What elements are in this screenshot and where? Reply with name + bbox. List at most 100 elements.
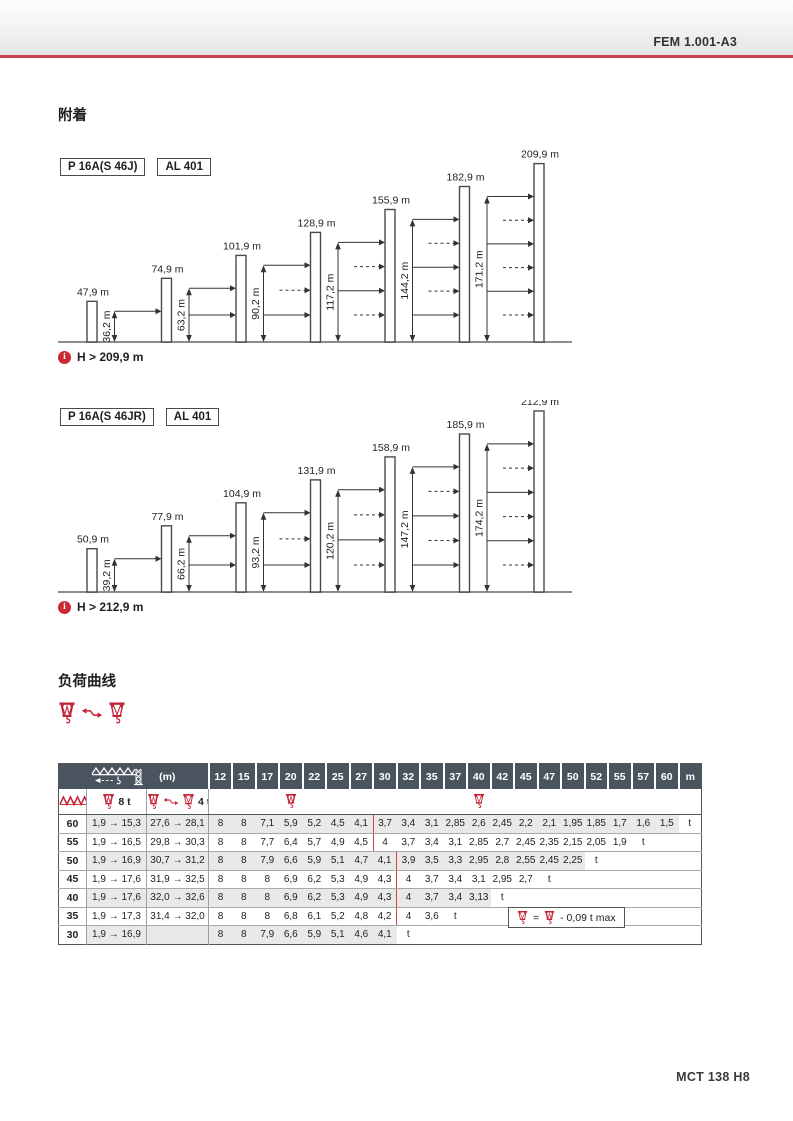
- load-value-cell: 5,9: [302, 851, 327, 871]
- load-value-cell: [678, 888, 702, 908]
- load-value-cell: 8: [232, 870, 256, 889]
- radius-col-header: 15: [232, 763, 257, 789]
- load-value-cell: [655, 870, 679, 889]
- radius-col-header: 50: [561, 763, 586, 789]
- load-value-cell: 6,4: [279, 833, 303, 852]
- radius-col-header: 47: [537, 763, 562, 789]
- load-value-cell: 5,3: [326, 870, 350, 889]
- radius-col-header: 22: [302, 763, 327, 789]
- load-value-cell: [608, 926, 632, 945]
- load-value-cell: t: [584, 851, 609, 871]
- range4-cell: 27,6 → 28,1: [146, 814, 210, 834]
- hook-2fall-icon: [109, 702, 125, 724]
- load-value-cell: 7,9: [255, 851, 280, 871]
- load-value-cell: [420, 926, 444, 945]
- svg-text:117,2 m: 117,2 m: [325, 273, 337, 310]
- hook-4fall-icon: [148, 794, 159, 809]
- load-value-cell: 3,4: [420, 833, 444, 852]
- load-value-cell: [679, 926, 702, 945]
- range4-cell: 29,8 → 30,3: [146, 833, 210, 852]
- reeving-legend: [58, 700, 126, 726]
- svg-text:212,9 m: 212,9 m: [521, 400, 559, 408]
- load-value-cell: 4: [396, 907, 421, 926]
- load-value-cell: 6,1: [302, 907, 327, 926]
- range8-cell: 1,9 → 16,5: [86, 833, 147, 852]
- load-value-cell: t: [631, 833, 656, 852]
- load-value-cell: 2,35: [537, 833, 562, 852]
- load-value-cell: 4,9: [349, 870, 374, 889]
- svg-text:185,9 m: 185,9 m: [447, 419, 485, 431]
- load-row: 45 1,9 → 17,6 31,9 → 32,5 8 8 8 6,9 6,2 5,3 4,9 4,…: [58, 870, 702, 889]
- load-value-cell: 2,95: [490, 870, 515, 889]
- hook-4fall-icon: [103, 794, 115, 809]
- load-value-cell: 7,9: [255, 925, 280, 944]
- svg-text:209,9 m: 209,9 m: [521, 150, 559, 161]
- load-value-cell: [631, 870, 656, 889]
- load-value-cell: 2,95: [467, 851, 491, 871]
- load-value-cell: [585, 926, 609, 945]
- hook-config-row: 8 t 4 t: [58, 789, 702, 815]
- load-value-cell: 8: [208, 907, 233, 926]
- document-reference: MCT 138 H8: [676, 1070, 750, 1084]
- load-value-cell: t: [537, 870, 562, 889]
- info-text: H > 209,9 m: [77, 350, 144, 364]
- load-value-cell: 8: [255, 907, 280, 926]
- load-value-cell: 4: [396, 870, 421, 889]
- load-row: 50 1,9 → 16,9 30,7 → 31,2 8 8 7,9 6,6 5,9 5,1 4,7…: [58, 851, 702, 871]
- load-table-wrap: (m) 12 15 17 20 22 25 27 30 32 35 37 40 42 45 47 50 52 55 5…: [58, 763, 703, 945]
- range8-cell: 1,9 → 16,9: [86, 851, 147, 871]
- jib-icon-cell: [58, 789, 87, 815]
- load-value-cell: 6,2: [302, 888, 327, 908]
- hook-2fall-icon: [517, 911, 528, 924]
- load-value-cell: 6,6: [279, 925, 303, 944]
- load-value-cell: [655, 851, 679, 871]
- load-value-cell: 4,5: [326, 814, 350, 834]
- load-value-cell: 8: [255, 888, 280, 908]
- svg-text:77,9 m: 77,9 m: [151, 511, 183, 523]
- range8-cell: 1,9 → 15,3: [86, 814, 147, 834]
- load-value-cell: 2,7: [514, 870, 538, 889]
- load-value-cell: 4,7: [349, 851, 374, 871]
- radius-col-header: 52: [584, 763, 609, 789]
- range4-cell: 31,4 → 32,0: [146, 907, 210, 926]
- load-value-cell: 2,45: [490, 814, 515, 834]
- svg-text:171,2 m: 171,2 m: [474, 250, 486, 288]
- load-value-cell: [631, 851, 656, 871]
- load-value-cell: 3,1: [467, 870, 491, 889]
- load-value-cell: [444, 926, 468, 945]
- load-value-cell: [538, 926, 562, 945]
- load-value-cell: 8: [232, 925, 256, 944]
- crane-model-box: P 16A(S 46JR): [60, 408, 154, 426]
- load-value-cell: 2,85: [467, 833, 491, 852]
- radius-col-header: 45: [514, 763, 539, 789]
- range4-cell: 31,9 → 32,5: [146, 870, 210, 889]
- load-value-cell: 7,1: [255, 814, 280, 834]
- load-value-cell: [608, 888, 632, 908]
- jib-length-cell: 40: [58, 888, 87, 908]
- hook4-config-cell: 4 t: [146, 789, 210, 815]
- range4-cell: 30,7 → 31,2: [146, 851, 210, 871]
- load-value-cell: 5,9: [279, 814, 303, 834]
- svg-text:63,2 m: 63,2 m: [176, 299, 188, 331]
- svg-text:36,2 m: 36,2 m: [101, 310, 113, 342]
- load-value-cell: 5,7: [302, 833, 327, 852]
- svg-text:74,9 m: 74,9 m: [151, 263, 183, 275]
- load-value-cell: 8: [232, 833, 256, 852]
- load-value-cell: 1,95: [561, 814, 585, 834]
- anchorage-section-title: 附着: [58, 108, 87, 124]
- svg-text:155,9 m: 155,9 m: [372, 195, 410, 207]
- info-icon: i: [58, 600, 71, 614]
- radius-col-header: 37: [443, 763, 468, 789]
- load-value-cell: [655, 888, 679, 908]
- load-value-cell: 3,7: [396, 833, 421, 852]
- load-value-cell: 3,4: [396, 814, 421, 834]
- radius-col-header: 55: [608, 763, 633, 789]
- svg-text:158,9 m: 158,9 m: [372, 442, 410, 454]
- load-value-cell: 6,9: [279, 870, 303, 889]
- svg-text:147,2 m: 147,2 m: [399, 510, 411, 548]
- load-value-cell: 4,3: [373, 870, 398, 889]
- load-value-cell: [537, 888, 562, 908]
- load-value-cell: [608, 870, 632, 889]
- load-value-cell: 3,7: [420, 888, 444, 908]
- load-value-cell: 3,6: [420, 907, 444, 926]
